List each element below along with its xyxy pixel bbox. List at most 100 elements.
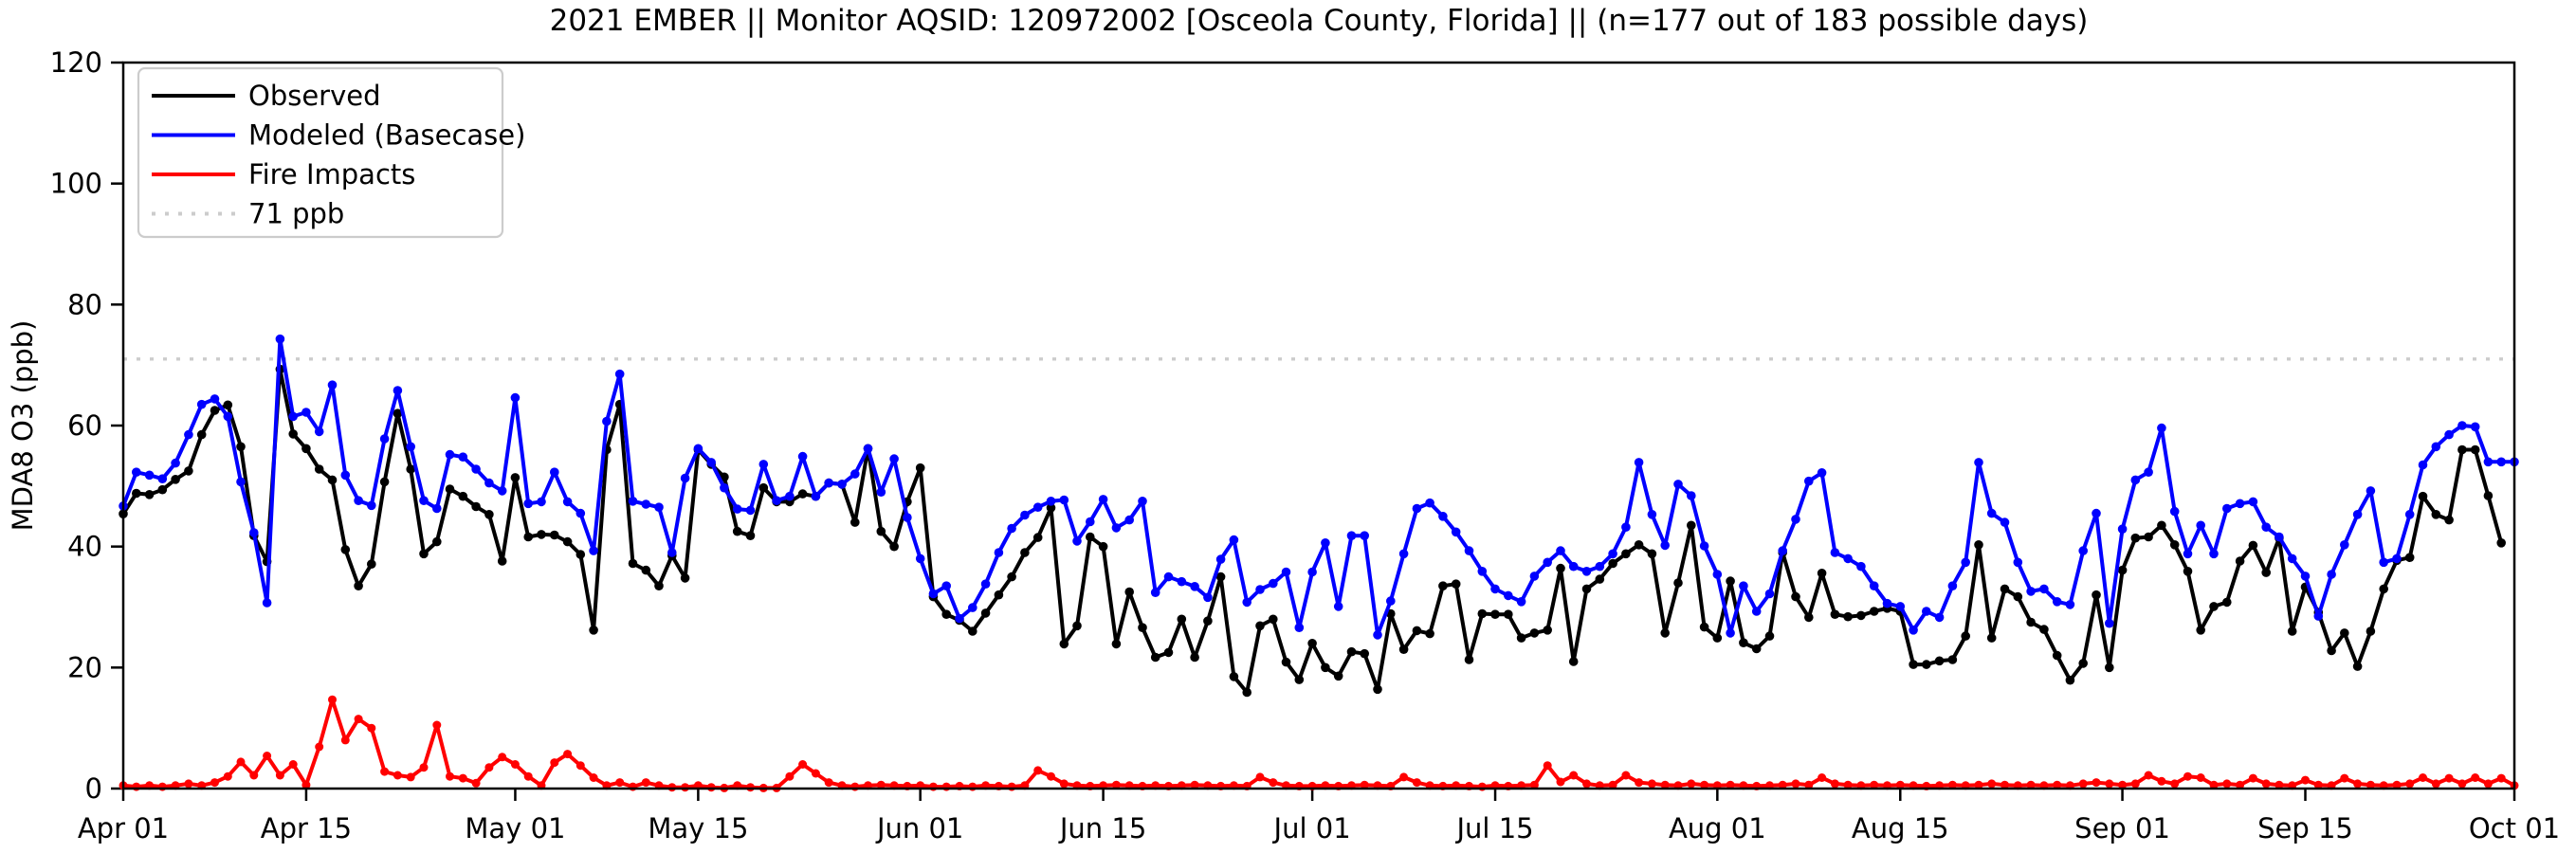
fire-point (1608, 780, 1617, 789)
fire-point (2170, 779, 2180, 789)
fire-point (2053, 780, 2062, 789)
modeled-point (2169, 506, 2180, 517)
observed-point (1581, 584, 1592, 594)
modeled-point (1934, 612, 1945, 623)
observed-point (1177, 614, 1187, 625)
observed-point (1961, 631, 1970, 641)
fire-point (367, 723, 376, 733)
observed-point (157, 484, 168, 495)
modeled-point (2470, 422, 2480, 432)
fire-point (2078, 779, 2088, 789)
observed-point (2039, 625, 2049, 634)
fire-point (1582, 779, 1591, 789)
legend-label: Observed (248, 80, 381, 112)
observed-point (171, 475, 180, 484)
observed-point (1647, 549, 1657, 559)
fire-point (1660, 780, 1670, 789)
legend-label: 71 ppb (248, 198, 344, 230)
modeled-point (2327, 570, 2336, 579)
modeled-point (2300, 572, 2311, 581)
observed-point (2496, 538, 2506, 548)
modeled-point (2117, 524, 2128, 534)
modeled-point (1281, 567, 1291, 577)
modeled-point (1177, 576, 1187, 587)
modeled-point (1360, 531, 1369, 540)
modeled-point (432, 503, 442, 514)
x-tick-label: Aug 15 (1852, 812, 1949, 844)
modeled-point (2379, 557, 2388, 568)
observed-point (1660, 628, 1670, 638)
modeled-point (1294, 623, 1305, 632)
observed-point (941, 609, 951, 619)
modeled-point (2209, 549, 2219, 559)
fire-point (223, 771, 232, 781)
observed-point (2092, 590, 2101, 600)
modeled-point (1215, 554, 1226, 564)
fire-point (301, 780, 311, 789)
observed-point (1568, 657, 1579, 666)
legend: Observed Modeled (Basecase) Fire Impacts 71… (137, 66, 525, 239)
observed-point (2483, 491, 2494, 500)
fire-point (2092, 778, 2101, 788)
modeled-point (680, 473, 690, 483)
modeled-point (1856, 561, 1866, 572)
modeled-point (745, 505, 756, 516)
fire-point (1947, 780, 1957, 789)
observed-point (1464, 655, 1474, 664)
modeled-point (301, 408, 311, 417)
modeled-point (1032, 502, 1043, 512)
modeled-point (1163, 572, 1174, 582)
observed-point (184, 466, 193, 476)
observed-point (850, 517, 860, 527)
observed-point (1909, 660, 1918, 669)
modeled-point (2261, 522, 2271, 532)
observed-point (1922, 660, 1931, 669)
fire-point (2157, 776, 2166, 786)
fire-point (746, 783, 755, 792)
modeled-point (1974, 458, 1983, 467)
modeled-point (249, 528, 259, 537)
modeled-point (2352, 510, 2363, 519)
modeled-point (1843, 554, 1853, 564)
modeled-point (850, 469, 860, 479)
observed-point (1621, 549, 1631, 559)
modeled-point (1438, 512, 1448, 521)
observed-point (797, 489, 808, 499)
fire-point (1399, 772, 1409, 782)
modeled-point (1543, 557, 1552, 568)
observed-point (1739, 638, 1748, 647)
fire-line (121, 698, 2516, 790)
modeled-point (2078, 546, 2088, 555)
observed-point (458, 491, 468, 501)
fire-point (510, 760, 520, 769)
observed-point (1751, 644, 1762, 654)
fire-point (1647, 779, 1656, 789)
modeled-point (1961, 557, 1970, 568)
modeled-point (1490, 584, 1500, 594)
modeled-point (1333, 602, 1343, 611)
modeled-point (575, 508, 586, 518)
observed-point (2261, 568, 2271, 577)
modeled-point (2092, 508, 2101, 518)
observed-point (2248, 540, 2258, 551)
observed-point (1687, 520, 1696, 531)
modeled-point (1346, 531, 1357, 540)
fire-point (184, 779, 193, 789)
fire-point (1190, 780, 1199, 789)
fire-point (263, 752, 272, 760)
observed-point (484, 510, 494, 519)
fire-point (2026, 780, 2036, 789)
fire-point (458, 773, 467, 783)
observed-point (1451, 579, 1461, 589)
observed-point (2026, 617, 2036, 627)
fire-point (315, 742, 324, 752)
modeled-point (171, 458, 180, 468)
fire-point (2353, 779, 2363, 789)
observed-point (1281, 657, 1291, 667)
fire-point (706, 783, 716, 792)
modeled-point (1621, 522, 1631, 532)
modeled-point (497, 486, 507, 496)
legend-box (137, 66, 504, 239)
modeled-point (2013, 557, 2023, 568)
